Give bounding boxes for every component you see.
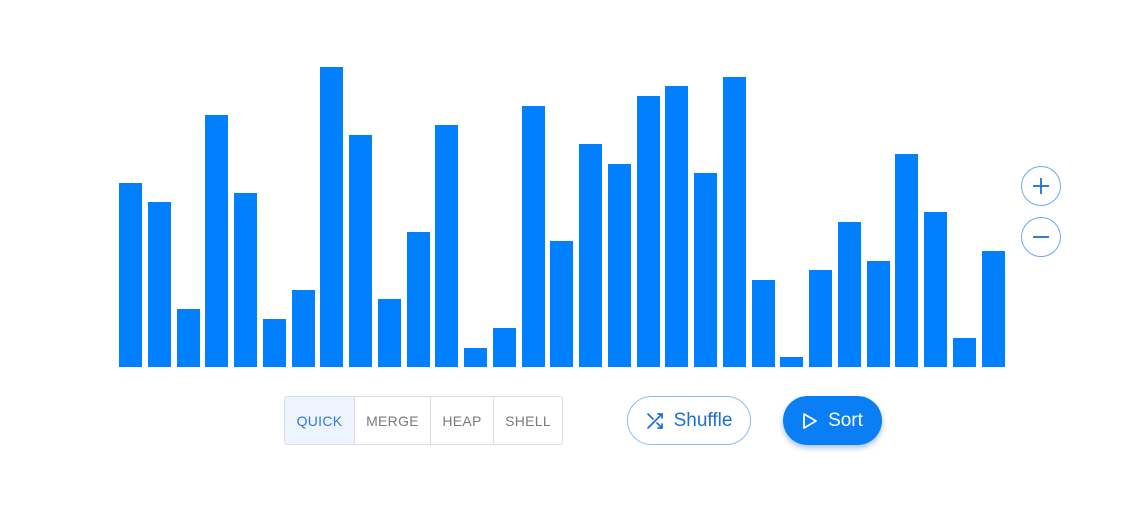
array-bar xyxy=(119,183,142,367)
array-bar xyxy=(608,164,631,367)
array-bar xyxy=(780,357,803,367)
array-bar xyxy=(924,212,947,367)
play-icon xyxy=(802,412,818,430)
array-bar xyxy=(464,348,487,367)
array-bar xyxy=(752,280,775,367)
array-bar xyxy=(694,173,717,367)
array-bar xyxy=(550,241,573,367)
array-bar xyxy=(205,115,228,367)
plus-icon xyxy=(1032,177,1050,195)
zoom-out-button[interactable] xyxy=(1021,217,1061,257)
array-bar xyxy=(895,154,918,367)
algo-merge-button[interactable]: MERGE xyxy=(355,397,431,444)
array-bar xyxy=(723,77,746,367)
array-bar xyxy=(349,135,372,367)
sort-button[interactable]: Sort xyxy=(783,396,882,445)
array-bar xyxy=(435,125,458,367)
array-bar xyxy=(637,96,660,367)
shuffle-button[interactable]: Shuffle xyxy=(627,396,751,445)
array-bar xyxy=(522,106,545,367)
array-bar xyxy=(407,232,430,367)
array-bar xyxy=(263,319,286,367)
zoom-in-button[interactable] xyxy=(1021,166,1061,206)
shuffle-icon xyxy=(646,412,664,430)
minus-icon xyxy=(1032,228,1050,246)
array-bar xyxy=(579,144,602,367)
array-bar xyxy=(378,299,401,367)
array-bar xyxy=(665,86,688,367)
algo-quick-button[interactable]: QUICK xyxy=(285,397,355,444)
algorithm-selector: QUICK MERGE HEAP SHELL xyxy=(284,396,563,445)
algo-heap-button[interactable]: HEAP xyxy=(431,397,494,444)
array-bar xyxy=(292,290,315,367)
array-bar xyxy=(838,222,861,367)
array-bar xyxy=(148,202,171,367)
array-bar xyxy=(234,193,257,367)
array-bar xyxy=(982,251,1005,367)
array-bar xyxy=(867,261,890,367)
shuffle-label: Shuffle xyxy=(673,409,733,431)
array-bar xyxy=(177,309,200,367)
algo-shell-button[interactable]: SHELL xyxy=(494,397,562,444)
array-bar xyxy=(953,338,976,367)
array-bar xyxy=(320,67,343,367)
array-bar xyxy=(809,270,832,367)
array-bar xyxy=(493,328,516,367)
sort-label: Sort xyxy=(828,409,863,431)
